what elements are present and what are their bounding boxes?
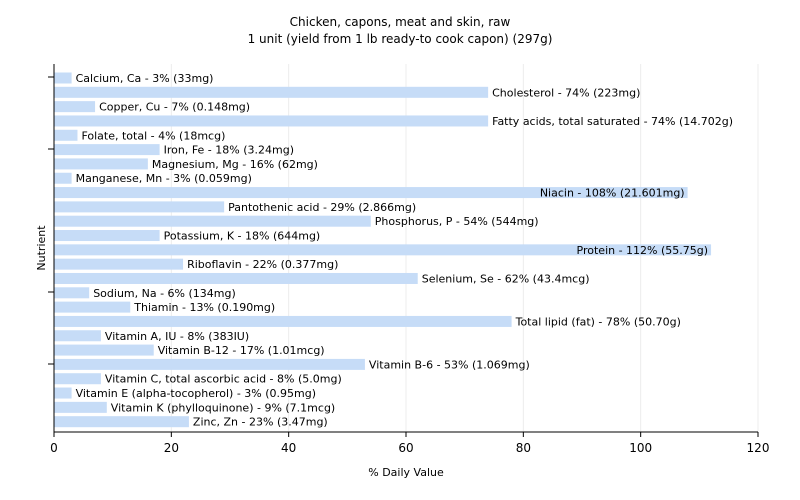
bar-label: Folate, total - 4% (18mcg)	[81, 129, 225, 142]
bar-label: Calcium, Ca - 3% (33mg)	[76, 72, 214, 85]
bars: Calcium, Ca - 3% (33mg) Cholesterol - 74%…	[54, 72, 733, 429]
bar	[54, 416, 189, 428]
bar-label: Thiamin - 13% (0.190mg)	[133, 301, 275, 314]
bar-label: Copper, Cu - 7% (0.148mg)	[99, 101, 250, 114]
bar-label: Niacin - 108% (21.601mg)	[540, 187, 685, 200]
bar	[54, 115, 489, 127]
bar-label: Magnesium, Mg - 16% (62mg)	[152, 158, 318, 171]
bar-label: Vitamin K (phylloquinone) - 9% (7.1mcg)	[111, 401, 335, 414]
bar	[54, 144, 160, 156]
x-tick-label: 20	[164, 441, 179, 455]
y-ticks	[48, 76, 54, 365]
x-ticks: 0 20 40 60 80 100 120	[50, 432, 769, 455]
bar	[54, 258, 184, 270]
bar-label: Riboflavin - 22% (0.377mg)	[187, 258, 338, 271]
bar	[54, 287, 90, 299]
bar	[54, 86, 489, 98]
bar	[54, 387, 72, 399]
x-axis-label: % Daily Value	[368, 466, 444, 479]
bar-label: Pantothenic acid - 29% (2.866mg)	[228, 201, 416, 214]
bar	[54, 358, 365, 370]
bar-label: Cholesterol - 74% (223mg)	[492, 86, 640, 99]
chart-subtitle: 1 unit (yield from 1 lb ready-to cook ca…	[248, 32, 553, 46]
x-tick-label: 100	[629, 441, 652, 455]
bar-label: Vitamin A, IU - 8% (383IU)	[105, 330, 249, 343]
x-tick-label: 60	[398, 441, 413, 455]
bar	[54, 344, 154, 356]
bar-label: Vitamin E (alpha-tocopherol) - 3% (0.95m…	[76, 387, 316, 400]
bar-label: Protein - 112% (55.75g)	[577, 244, 709, 257]
bar	[54, 230, 160, 242]
bar	[54, 373, 101, 385]
bar	[54, 129, 78, 141]
bar	[54, 72, 72, 84]
y-axis-label: Nutrient	[35, 225, 48, 271]
x-tick-label: 120	[747, 441, 770, 455]
bar	[54, 101, 96, 113]
bar-label: Vitamin B-6 - 53% (1.069mg)	[369, 358, 530, 371]
x-tick-label: 40	[281, 441, 296, 455]
bar	[54, 272, 418, 284]
bar-label: Manganese, Mn - 3% (0.059mg)	[76, 172, 252, 185]
bar	[54, 330, 101, 342]
bar	[54, 301, 131, 313]
bar-label: Fatty acids, total saturated - 74% (14.7…	[492, 115, 733, 128]
bar-label: Vitamin B-12 - 17% (1.01mcg)	[158, 344, 325, 357]
x-tick-label: 80	[516, 441, 531, 455]
bar-label: Total lipid (fat) - 78% (50.70g)	[515, 315, 681, 328]
bar	[54, 244, 712, 256]
bar	[54, 172, 72, 184]
x-tick-label: 0	[50, 441, 58, 455]
bar-label: Iron, Fe - 18% (3.24mg)	[164, 144, 294, 157]
bar-label: Zinc, Zn - 23% (3.47mg)	[193, 416, 328, 429]
bar	[54, 158, 148, 170]
bar	[54, 215, 371, 227]
bar	[54, 187, 688, 199]
bar	[54, 201, 225, 213]
bar	[54, 401, 107, 413]
bar-label: Potassium, K - 18% (644mg)	[164, 230, 321, 243]
bar-label: Sodium, Na - 6% (134mg)	[93, 287, 236, 300]
bar-label: Selenium, Se - 62% (43.4mcg)	[422, 272, 590, 285]
bar-label: Vitamin C, total ascorbic acid - 8% (5.0…	[105, 373, 342, 386]
chart-title: Chicken, capons, meat and skin, raw	[290, 15, 511, 29]
bar	[54, 315, 512, 327]
bar-label: Phosphorus, P - 54% (544mg)	[375, 215, 539, 228]
